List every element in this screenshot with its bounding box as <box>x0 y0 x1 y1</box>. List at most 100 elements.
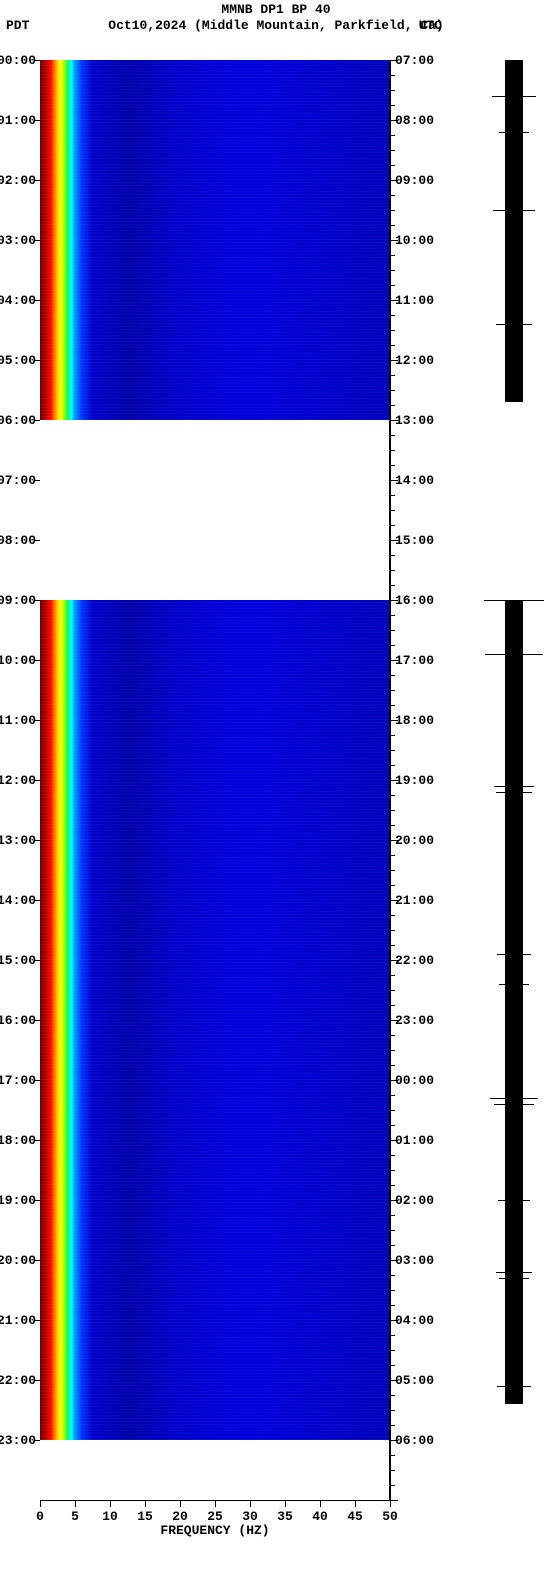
tick-left <box>35 1140 40 1141</box>
tick-left <box>35 420 40 421</box>
x-tick <box>355 1501 356 1507</box>
tick-left <box>35 1020 40 1021</box>
axis-tick <box>390 225 395 226</box>
axis-tick <box>390 390 395 391</box>
spectrogram-noise <box>40 1140 389 1200</box>
axis-tick <box>390 75 395 76</box>
spectrogram-plot: 00:0007:0001:0008:0002:0009:0003:0010:00… <box>40 60 390 1500</box>
spectrogram-noise <box>40 720 389 780</box>
hour-row: 14:0021:00 <box>40 900 389 960</box>
axis-tick <box>390 900 398 901</box>
axis-tick <box>390 990 395 991</box>
axis-tick <box>390 930 395 931</box>
tick-left <box>35 360 40 361</box>
hour-row: 09:0016:00 <box>40 600 389 660</box>
seismo-spike <box>493 210 535 211</box>
utc-time-label: 03:00 <box>395 1253 434 1268</box>
axis-tick <box>390 465 395 466</box>
x-axis-title: FREQUENCY (HZ) <box>160 1523 269 1538</box>
hour-row: 15:0022:00 <box>40 960 389 1020</box>
axis-tick <box>390 600 398 601</box>
axis-tick <box>390 525 395 526</box>
x-tick <box>390 1501 391 1507</box>
axis-tick <box>390 690 395 691</box>
axis-tick <box>390 360 398 361</box>
spectrogram-noise <box>40 600 389 660</box>
spectrogram-strip <box>40 60 389 120</box>
axis-tick <box>390 750 395 751</box>
tick-left <box>35 1380 40 1381</box>
seismo-spike <box>490 1098 538 1099</box>
axis-tick <box>390 405 395 406</box>
axis-tick <box>390 1215 395 1216</box>
seismo-block <box>505 60 523 402</box>
axis-tick <box>390 1275 395 1276</box>
frequency-axis: FREQUENCY (HZ) 05101520253035404550 <box>40 1500 390 1550</box>
x-tick-label: 35 <box>277 1509 293 1524</box>
pdt-time-label: 15:00 <box>0 953 36 968</box>
tick-left <box>35 1200 40 1201</box>
axis-tick <box>390 1065 395 1066</box>
axis-tick <box>390 135 395 136</box>
axis-tick <box>390 1410 395 1411</box>
hour-row: 12:0019:00 <box>40 780 389 840</box>
spectrogram-strip <box>40 720 389 780</box>
spectrogram-noise <box>40 1080 389 1140</box>
pdt-time-label: 04:00 <box>0 293 36 308</box>
spectrogram-strip <box>40 840 389 900</box>
spectrogram-strip <box>40 300 389 360</box>
spectrogram-noise <box>40 180 389 240</box>
pdt-time-label: 02:00 <box>0 173 36 188</box>
spectrogram-strip <box>40 1200 389 1260</box>
axis-tick <box>390 1200 398 1201</box>
spectrogram-strip <box>40 540 389 600</box>
axis-tick <box>390 540 398 541</box>
x-tick <box>110 1501 111 1507</box>
spectrogram-strip <box>40 600 389 660</box>
hour-row: 19:0002:00 <box>40 1200 389 1260</box>
utc-time-label: 13:00 <box>395 413 434 428</box>
utc-time-label: 09:00 <box>395 173 434 188</box>
axis-tick <box>390 1005 395 1006</box>
utc-time-label: 04:00 <box>395 1313 434 1328</box>
utc-time-label: 11:00 <box>395 293 434 308</box>
hour-row: 04:0011:00 <box>40 300 389 360</box>
tick-left <box>35 900 40 901</box>
hour-row: 06:0013:00 <box>40 420 389 480</box>
spectrogram-container: MMNB DP1 BP 40 PDT Oct10,2024 (Middle Mo… <box>0 0 552 1584</box>
spectrogram-noise <box>40 1020 389 1080</box>
pdt-time-label: 06:00 <box>0 413 36 428</box>
utc-time-label: 01:00 <box>395 1133 434 1148</box>
axis-tick <box>390 1500 398 1501</box>
axis-tick <box>390 1185 395 1186</box>
spectrogram-noise <box>40 1260 389 1320</box>
axis-tick <box>390 240 398 241</box>
spectrogram-strip <box>40 360 389 420</box>
axis-tick <box>390 150 395 151</box>
x-tick <box>145 1501 146 1507</box>
spectrogram-strip <box>40 240 389 300</box>
axis-tick <box>390 885 395 886</box>
axis-tick <box>390 1230 395 1231</box>
axis-tick <box>390 285 395 286</box>
pdt-time-label: 16:00 <box>0 1013 36 1028</box>
axis-tick <box>390 735 395 736</box>
axis-tick <box>390 780 398 781</box>
spectrogram-strip <box>40 120 389 180</box>
axis-tick <box>390 420 398 421</box>
axis-tick <box>390 105 395 106</box>
spectrogram-strip <box>40 780 389 840</box>
axis-tick <box>390 1290 395 1291</box>
hour-row: 11:0018:00 <box>40 720 389 780</box>
axis-tick <box>390 165 395 166</box>
hour-row: 20:0003:00 <box>40 1260 389 1320</box>
spectrogram-strip <box>40 660 389 720</box>
hour-row: 02:0009:00 <box>40 180 389 240</box>
axis-tick <box>390 375 395 376</box>
axis-tick <box>390 90 395 91</box>
utc-time-label: 08:00 <box>395 113 434 128</box>
axis-tick <box>390 300 398 301</box>
pdt-time-label: 14:00 <box>0 893 36 908</box>
tick-left <box>35 720 40 721</box>
axis-tick <box>390 435 395 436</box>
